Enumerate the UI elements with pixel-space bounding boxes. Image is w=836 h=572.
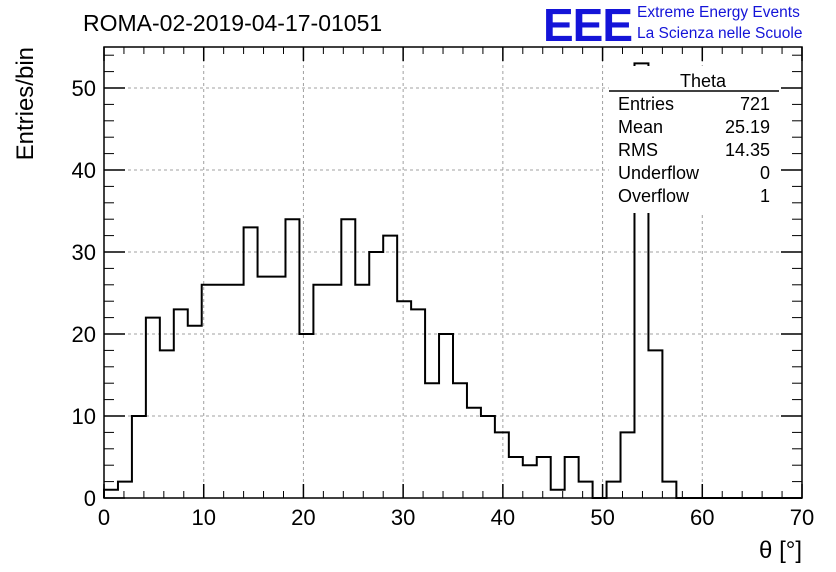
y-tick-label: 40 — [72, 158, 96, 183]
stats-row-label: Underflow — [618, 163, 700, 183]
y-axis-title: Entries/bin — [12, 47, 39, 160]
stats-row-value: 14.35 — [725, 140, 770, 160]
logo-subtitle-1: Extreme Energy Events — [637, 4, 800, 21]
plot-title: ROMA-02-2019-04-17-01051 — [83, 10, 383, 36]
stats-row-value: 721 — [740, 94, 770, 114]
eee-logo: EEE — [543, 0, 633, 51]
stats-row-value: 1 — [760, 186, 770, 206]
y-tick-label: 10 — [72, 404, 96, 429]
stats-row-label: Overflow — [618, 186, 690, 206]
x-tick-label: 40 — [491, 505, 515, 530]
y-tick-label: 50 — [72, 76, 96, 101]
x-tick-label: 60 — [690, 505, 714, 530]
histogram-line — [103, 62, 802, 499]
axis-ticks — [103, 47, 803, 499]
y-tick-label: 30 — [72, 240, 96, 265]
stats-box-title: Theta — [680, 71, 727, 91]
grid-lines — [103, 47, 803, 498]
plot-frame — [103, 46, 803, 499]
logo-subtitle-2: La Scienza nelle Scuole — [637, 25, 803, 42]
x-tick-label: 30 — [391, 505, 415, 530]
stats-row-value: 0 — [760, 163, 770, 183]
stats-row-label: Mean — [618, 117, 663, 137]
y-tick-label: 20 — [72, 322, 96, 347]
stats-row-value: 25.19 — [725, 117, 770, 137]
x-tick-label: 50 — [590, 505, 614, 530]
stats-box: Theta Entries 721 Mean 25.19 RMS 14.35 Underfl… — [609, 66, 779, 213]
x-axis-title: θ [°] — [759, 537, 802, 564]
x-tick-label: 0 — [98, 505, 110, 530]
x-tick-label: 20 — [291, 505, 315, 530]
stats-row-label: RMS — [618, 140, 658, 160]
y-tick-label: 0 — [84, 486, 96, 511]
stats-row-label: Entries — [618, 94, 674, 114]
x-tick-label: 70 — [790, 505, 814, 530]
x-tick-label: 10 — [191, 505, 215, 530]
